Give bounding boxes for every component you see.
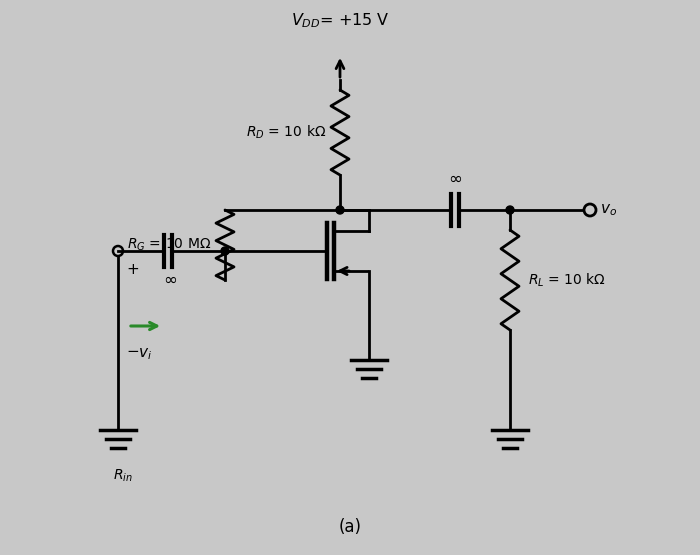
Circle shape	[506, 206, 514, 214]
Circle shape	[336, 206, 344, 214]
Text: $R_{in}$: $R_{in}$	[113, 468, 133, 485]
Text: $R_G$ = 10 MΩ: $R_G$ = 10 MΩ	[127, 237, 211, 253]
Text: $-$: $-$	[126, 342, 139, 357]
Text: $v_o$: $v_o$	[600, 202, 617, 218]
Text: $R_D$ = 10 kΩ: $R_D$ = 10 kΩ	[246, 123, 326, 141]
Text: ∞: ∞	[448, 170, 462, 188]
Text: $V_{DD}$= +15 V: $V_{DD}$= +15 V	[290, 11, 389, 30]
Text: ∞: ∞	[163, 271, 177, 289]
Text: $R_L$ = 10 kΩ: $R_L$ = 10 kΩ	[528, 271, 606, 289]
Text: $v_i$: $v_i$	[138, 346, 152, 362]
Text: (a): (a)	[339, 518, 361, 536]
Circle shape	[221, 247, 229, 255]
Text: +: +	[126, 261, 139, 276]
